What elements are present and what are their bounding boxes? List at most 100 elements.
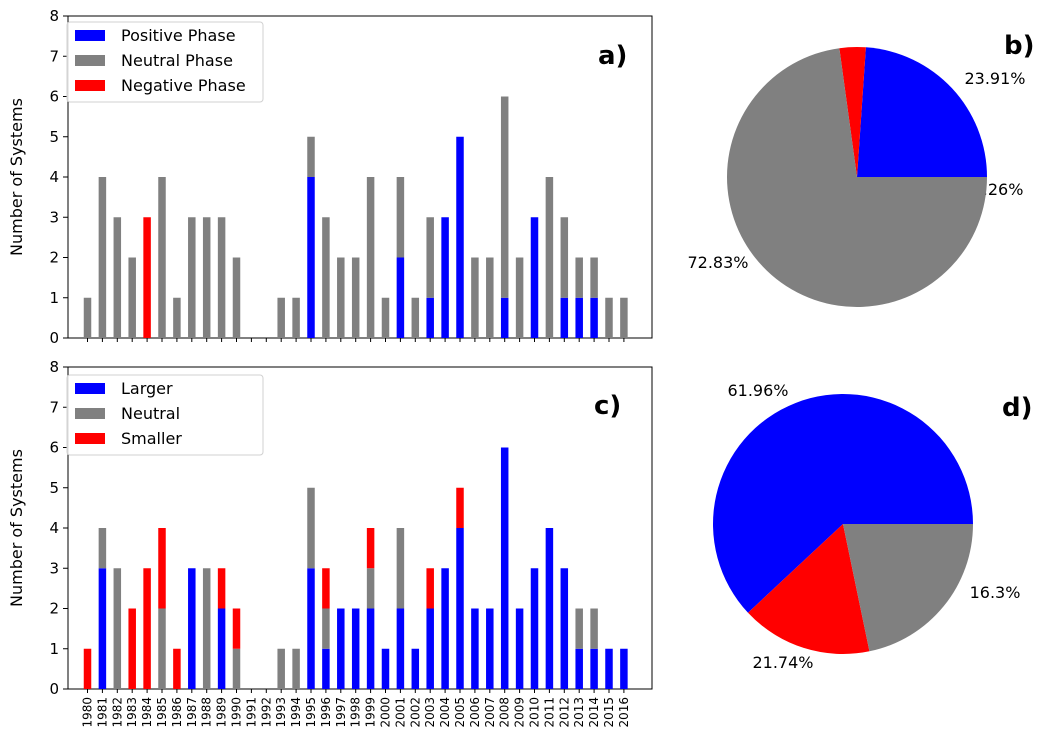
legend-box bbox=[66, 374, 264, 456]
bar-segment bbox=[366, 177, 375, 338]
bar-segment bbox=[366, 608, 375, 689]
bar-segment bbox=[232, 608, 241, 649]
bar-segment bbox=[322, 217, 330, 338]
bar-segment bbox=[575, 257, 583, 298]
x-tick-label: 2000 bbox=[379, 697, 393, 728]
bar-segment bbox=[500, 297, 509, 338]
bar-segment bbox=[426, 297, 434, 338]
bar-segment bbox=[143, 568, 151, 689]
legend-label: Smaller bbox=[121, 429, 182, 448]
x-tick-label: 1993 bbox=[274, 697, 288, 728]
legend: Positive Phase Neutral Phase Negative Phas… bbox=[66, 21, 264, 103]
bar-segment bbox=[396, 528, 405, 609]
bar-segment bbox=[366, 568, 375, 609]
x-tick-label: 2009 bbox=[513, 697, 527, 728]
bar-segment bbox=[337, 257, 345, 338]
bar-segment bbox=[307, 136, 315, 177]
bar-segment bbox=[113, 217, 122, 338]
x-tick-label: 2014 bbox=[587, 697, 601, 728]
x-tick-label: 1990 bbox=[230, 697, 244, 728]
bar-segment bbox=[128, 608, 136, 689]
y-axis-title: Number of Systems bbox=[7, 449, 26, 607]
bar-segment bbox=[202, 568, 211, 689]
x-tick-label: 2002 bbox=[408, 697, 422, 728]
panel-label: b) bbox=[1004, 31, 1035, 61]
bar-segment bbox=[426, 217, 434, 298]
y-tick-label: 3 bbox=[49, 559, 59, 577]
bar-segment bbox=[471, 608, 479, 689]
bar-segment bbox=[575, 297, 583, 338]
x-tick-label: 1981 bbox=[95, 697, 109, 728]
bar-segment bbox=[456, 487, 464, 528]
x-tick-label: 2008 bbox=[498, 697, 512, 728]
y-tick-label: 2 bbox=[49, 249, 59, 267]
bar-segment bbox=[217, 568, 226, 609]
legend-label: Larger bbox=[121, 379, 173, 398]
bar-segment bbox=[277, 297, 285, 338]
pie-pct-label: 23.91% bbox=[964, 69, 1025, 88]
y-tick-label: 5 bbox=[49, 479, 59, 497]
bar-segment bbox=[381, 648, 390, 689]
y-tick-label: 8 bbox=[49, 7, 59, 25]
bar-segment bbox=[456, 136, 464, 338]
legend-box bbox=[66, 21, 264, 103]
bar-segment bbox=[396, 608, 405, 689]
pie-chart-d: 61.96% 16.3% 21.74% d) bbox=[713, 381, 1033, 672]
x-tick-label: 2003 bbox=[423, 697, 437, 728]
bar-segment bbox=[560, 568, 569, 689]
pie-pct-label: 72.83% bbox=[687, 253, 748, 272]
legend-swatch bbox=[75, 433, 105, 444]
bar-segment bbox=[500, 447, 509, 689]
x-tick-label: 1983 bbox=[125, 697, 139, 728]
bar-segment bbox=[545, 177, 554, 338]
x-tick-label: 2010 bbox=[528, 697, 542, 728]
x-tick-label: 1994 bbox=[289, 697, 303, 728]
y-tick-label: 0 bbox=[49, 329, 59, 347]
bar-segment bbox=[158, 177, 166, 338]
y-tick-label: 6 bbox=[49, 439, 59, 457]
x-tick-label: 1987 bbox=[185, 697, 199, 728]
bar-segment bbox=[83, 648, 92, 689]
x-tick-label: 1996 bbox=[319, 697, 333, 728]
bar-segment bbox=[575, 608, 583, 649]
bar-segment bbox=[500, 96, 509, 298]
y-axis-title: Number of Systems bbox=[7, 98, 26, 256]
bar-segment bbox=[590, 648, 598, 689]
bar-segment bbox=[560, 217, 569, 298]
x-tick-label: 1991 bbox=[244, 697, 258, 728]
bar-segment bbox=[98, 568, 107, 689]
bar-segment bbox=[113, 568, 122, 689]
bar-segment bbox=[605, 648, 613, 689]
legend-swatch bbox=[75, 80, 105, 91]
bar-segment bbox=[441, 217, 449, 338]
x-tick-label: 1992 bbox=[259, 697, 273, 728]
x-tick-label: 1989 bbox=[215, 697, 229, 728]
bar-segment bbox=[515, 608, 524, 689]
y-tick-label: 8 bbox=[49, 358, 59, 376]
bar-segment bbox=[98, 177, 107, 338]
panel-label: a) bbox=[598, 41, 627, 71]
x-tick-label: 2016 bbox=[617, 697, 631, 728]
bar-segment bbox=[411, 648, 420, 689]
y-tick-label: 1 bbox=[49, 640, 59, 658]
bar-segment bbox=[590, 257, 598, 298]
bar-segment bbox=[456, 528, 464, 689]
bar-segment bbox=[98, 528, 107, 569]
bar-segment bbox=[292, 297, 300, 338]
bar-segment bbox=[426, 568, 434, 609]
bar-segment bbox=[173, 297, 181, 338]
x-tick-label: 2012 bbox=[557, 697, 571, 728]
bar-segment bbox=[351, 608, 360, 689]
x-tick-label: 2015 bbox=[602, 697, 616, 728]
y-tick-label: 0 bbox=[49, 680, 59, 698]
bar-segment bbox=[158, 528, 166, 609]
bar-segment bbox=[426, 608, 434, 689]
bar-segment bbox=[202, 217, 211, 338]
x-tick-label: 1999 bbox=[364, 697, 378, 728]
legend-label: Neutral Phase bbox=[121, 51, 233, 70]
legend-swatch bbox=[75, 383, 105, 394]
y-tick-label: 5 bbox=[49, 128, 59, 146]
x-tick-label: 1988 bbox=[200, 697, 214, 728]
